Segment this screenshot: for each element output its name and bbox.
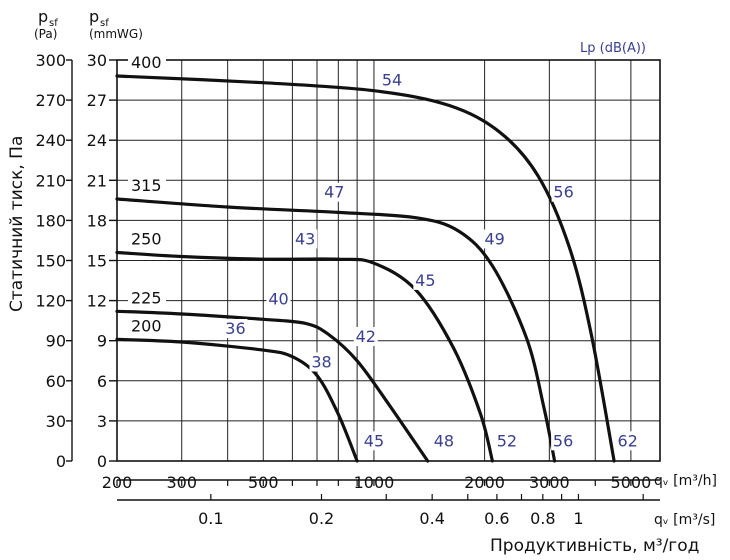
pa-tick-label: 180 <box>35 211 66 230</box>
m3h-tick-label: 200 <box>102 473 133 492</box>
series-label-200: 200 <box>131 316 162 335</box>
mmwg-unit-symbol: p <box>89 7 99 26</box>
labels: 3002702402101801501209060300302724211815… <box>35 51 651 528</box>
m3s-tick-label: 0.2 <box>309 509 334 528</box>
noise-label-bg <box>615 431 640 451</box>
x-unit-m3s: qᵥ [m³/s] <box>654 512 715 528</box>
pa-tick-label: 120 <box>35 292 66 311</box>
pa-tick-label: 30 <box>46 412 66 431</box>
m3h-tick-label: 300 <box>166 473 197 492</box>
m3h-tick-label: 1000 <box>354 473 395 492</box>
mmwg-tick-label: 0 <box>97 452 107 471</box>
pa-tick-label: 300 <box>35 51 66 70</box>
x-axis-title: Продуктивність, м³/год <box>490 536 699 556</box>
grid <box>117 59 660 461</box>
m3s-tick-label: 0.6 <box>484 509 509 528</box>
noise-label: 48 <box>434 431 454 450</box>
series-curve-200 <box>115 337 359 463</box>
noise-label: 38 <box>311 352 331 371</box>
mmwg-unit-label: (mmWG) <box>89 27 143 41</box>
noise-label-bg <box>293 229 318 249</box>
noise-label: 47 <box>324 183 344 202</box>
noise-label-bg <box>431 431 456 451</box>
m3s-tick-label: 0.4 <box>419 509 444 528</box>
pa-tick-label: 270 <box>35 91 66 110</box>
noise-label-bg <box>380 70 405 90</box>
series-label-bg <box>128 288 166 308</box>
pa-tick-label: 210 <box>35 171 66 190</box>
axes <box>66 59 661 501</box>
noise-label-bg <box>322 182 347 202</box>
mmwg-unit-subscript: sf <box>100 18 109 29</box>
series-curve-400 <box>115 74 616 463</box>
mmwg-tick-label: 30 <box>87 51 107 70</box>
mmwg-tick-label: 24 <box>87 131 107 150</box>
series-label-250: 250 <box>131 229 162 248</box>
mmwg-tick-label: 18 <box>87 211 107 230</box>
m3h-tick-label: 500 <box>248 473 279 492</box>
pa-tick-label: 0 <box>56 452 66 471</box>
noise-label: 36 <box>225 319 245 338</box>
pa-unit-symbol: p <box>38 7 48 26</box>
noise-label: 52 <box>497 431 517 450</box>
m3h-tick-label: 5000 <box>611 473 652 492</box>
noise-label: 43 <box>295 229 315 248</box>
noise-label-bg <box>266 289 291 309</box>
noise-label: 54 <box>382 70 402 89</box>
mmwg-tick-label: 12 <box>87 292 107 311</box>
noise-label-bg <box>482 229 507 249</box>
noise-label: 49 <box>484 229 504 248</box>
lp-label: Lp (dB(A)) <box>580 41 646 56</box>
noise-label: 45 <box>415 271 435 290</box>
m3s-tick-label: 0.8 <box>530 509 555 528</box>
pa-unit-subscript: sf <box>49 18 58 29</box>
series-label-400: 400 <box>131 53 162 72</box>
m3s-tick-label: 0.1 <box>198 509 223 528</box>
curves <box>115 74 616 463</box>
noise-label-bg <box>353 327 378 347</box>
mmwg-tick-label: 9 <box>97 332 107 351</box>
series-curve-315 <box>115 197 557 463</box>
pa-tick-label: 90 <box>46 332 66 351</box>
series-label-bg <box>128 229 166 249</box>
pa-tick-label: 150 <box>35 252 66 271</box>
noise-label-bg <box>361 431 386 451</box>
m3h-tick-label: 3000 <box>529 473 570 492</box>
m3s-tick-label: 1 <box>573 509 583 528</box>
noise-label: 56 <box>553 183 573 202</box>
mmwg-tick-label: 21 <box>87 171 107 190</box>
series-curve-225 <box>115 309 430 463</box>
noise-label-bg <box>223 319 248 339</box>
noise-label: 45 <box>364 431 384 450</box>
noise-label-bg <box>551 182 576 202</box>
series-label-225: 225 <box>131 288 162 307</box>
noise-label-bg <box>551 431 576 451</box>
noise-label-bg <box>494 431 519 451</box>
pa-tick-label: 60 <box>46 372 66 391</box>
y-axis-title: Статичний тиск, Па <box>7 136 27 312</box>
noise-label-bg <box>309 352 334 372</box>
noise-label: 62 <box>617 431 637 450</box>
mmwg-tick-label: 3 <box>97 412 107 431</box>
mmwg-tick-label: 27 <box>87 91 107 110</box>
x-unit-m3h: qᵥ [m³/h] <box>654 473 717 489</box>
series-label-bg <box>128 316 166 336</box>
series-curve-250 <box>115 250 494 463</box>
pa-tick-label: 240 <box>35 131 66 150</box>
noise-label-bg <box>413 270 438 290</box>
m3h-tick-label: 2000 <box>464 473 505 492</box>
series-label-bg <box>128 53 166 73</box>
series-label-315: 315 <box>131 176 162 195</box>
mmwg-tick-label: 6 <box>97 372 107 391</box>
series-label-bg <box>128 176 166 196</box>
noise-label: 42 <box>356 327 376 346</box>
mmwg-tick-label: 15 <box>87 252 107 271</box>
noise-label: 56 <box>553 431 573 450</box>
noise-label: 40 <box>268 290 288 309</box>
pa-unit-label: (Pa) <box>34 27 57 41</box>
